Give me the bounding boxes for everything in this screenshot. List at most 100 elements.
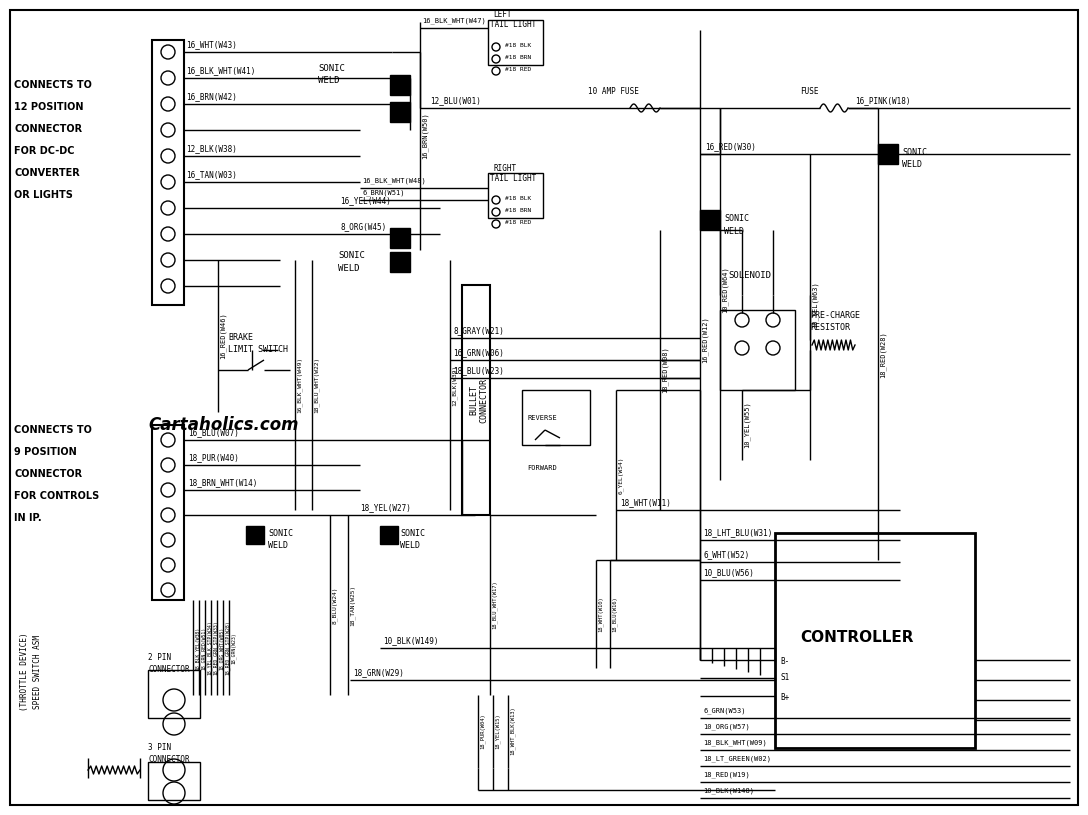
Text: 6_YEL(W54): 6_YEL(W54): [618, 456, 623, 494]
Text: WELD: WELD: [268, 541, 288, 550]
Bar: [720, 310, 795, 390]
Bar: [390, 228, 410, 248]
Text: #18 BLK: #18 BLK: [505, 196, 531, 200]
Text: 18_LHT_BLU(W31): 18_LHT_BLU(W31): [703, 528, 772, 538]
Text: 18_GRN_RED(W51): 18_GRN_RED(W51): [201, 627, 207, 670]
Text: SONIC: SONIC: [318, 64, 345, 73]
Text: 10 AMP FUSE: 10 AMP FUSE: [588, 86, 639, 95]
Text: 18_LT_GREEN(W02): 18_LT_GREEN(W02): [703, 756, 771, 762]
Bar: [462, 285, 490, 515]
Text: #18 BLK: #18 BLK: [505, 42, 531, 47]
Text: FUSE: FUSE: [800, 86, 818, 95]
Bar: [246, 526, 264, 544]
Text: TAIL LIGHT: TAIL LIGHT: [490, 174, 536, 183]
Text: 16_TAN(W03): 16_TAN(W03): [186, 170, 237, 179]
Text: 16_BRN(W42): 16_BRN(W42): [186, 92, 237, 102]
Text: 16_YEL(W44): 16_YEL(W44): [341, 196, 391, 205]
Text: 10_RED(W64): 10_RED(W64): [722, 267, 729, 314]
Text: 10_BLU(W56): 10_BLU(W56): [703, 569, 754, 578]
Text: 10_ORG(W57): 10_ORG(W57): [703, 724, 750, 730]
Text: 12_BLU(W01): 12_BLU(W01): [430, 96, 481, 105]
Text: 16_RED(W30): 16_RED(W30): [705, 143, 756, 152]
Text: 18_YEL(W15): 18_YEL(W15): [495, 713, 500, 749]
Text: 18_RED_GRN_STP(W33): 18_RED_GRN_STP(W33): [213, 621, 219, 676]
Text: 10_YEL(W55): 10_YEL(W55): [744, 402, 751, 448]
Text: 18_WHT(W10): 18_WHT(W10): [598, 596, 604, 632]
Bar: [390, 252, 410, 272]
Text: CONTROLLER: CONTROLLER: [800, 629, 914, 645]
Bar: [522, 390, 590, 445]
Text: 6_BRN(W51): 6_BRN(W51): [362, 190, 405, 196]
Text: 9 POSITION: 9 POSITION: [14, 447, 77, 457]
Text: 18_BLK_YEL(W38): 18_BLK_YEL(W38): [195, 627, 200, 670]
Text: SONIC: SONIC: [338, 250, 364, 259]
Text: SONIC: SONIC: [400, 528, 425, 538]
Text: SOLENOID: SOLENOID: [728, 271, 771, 280]
Text: 12 POSITION: 12 POSITION: [14, 102, 84, 112]
Text: 8_BLU(W24): 8_BLU(W24): [332, 586, 337, 623]
Text: 12_BLK(W38): 12_BLK(W38): [186, 144, 237, 153]
Bar: [700, 210, 720, 230]
Text: 18_BLU_WHT(W17): 18_BLU_WHT(W17): [492, 580, 497, 629]
Text: SONIC: SONIC: [268, 528, 293, 538]
Bar: [380, 526, 398, 544]
Text: 8_GRAY(W21): 8_GRAY(W21): [453, 327, 504, 336]
Text: OR LIGHTS: OR LIGHTS: [14, 190, 73, 200]
Text: 18_BLU(W16): 18_BLU(W16): [613, 596, 618, 632]
Text: CONNECTS TO: CONNECTS TO: [14, 425, 91, 435]
Text: #18 BRN: #18 BRN: [505, 208, 531, 213]
Text: 12_BLK(W39): 12_BLK(W39): [452, 364, 458, 406]
Text: 18_WHT_BLK(W13): 18_WHT_BLK(W13): [510, 707, 516, 756]
Text: CONNECTOR: CONNECTOR: [14, 469, 82, 479]
Text: CONNECTOR: CONNECTOR: [148, 756, 189, 764]
Text: WELD: WELD: [338, 263, 359, 272]
Text: 18_BLU_WHT(W22): 18_BLU_WHT(W22): [314, 357, 320, 413]
Text: 10_BLK(W148): 10_BLK(W148): [703, 787, 754, 795]
Text: 10_YEL(W63): 10_YEL(W63): [812, 282, 818, 328]
Bar: [148, 670, 200, 718]
Bar: [152, 40, 184, 305]
Bar: [148, 762, 200, 800]
Text: WELD: WELD: [318, 76, 339, 85]
Text: 16_GRN(W06): 16_GRN(W06): [453, 349, 504, 358]
Text: IN IP.: IN IP.: [14, 513, 41, 523]
Text: 18_YEL(W27): 18_YEL(W27): [360, 504, 411, 513]
Bar: [775, 533, 975, 748]
Text: 16_WHT(W43): 16_WHT(W43): [186, 41, 237, 50]
Text: CONVERTER: CONVERTER: [14, 168, 79, 178]
Text: B+: B+: [780, 694, 789, 703]
Text: 18_GRN(W29): 18_GRN(W29): [353, 668, 404, 677]
Text: TAIL LIGHT: TAIL LIGHT: [490, 20, 536, 29]
Text: FOR DC-DC: FOR DC-DC: [14, 146, 74, 156]
Text: WELD: WELD: [902, 160, 922, 169]
Text: 10_BLK(W149): 10_BLK(W149): [383, 637, 438, 645]
Text: LEFT: LEFT: [493, 10, 511, 19]
Text: BRAKE: BRAKE: [228, 333, 254, 341]
Text: 16_RED(W12): 16_RED(W12): [702, 316, 708, 363]
Text: 18_BRN_WHT(W14): 18_BRN_WHT(W14): [188, 478, 258, 487]
Text: PRE-CHARGE: PRE-CHARGE: [809, 311, 860, 319]
Text: 16_BRN(W50): 16_BRN(W50): [422, 112, 429, 160]
Text: SONIC: SONIC: [902, 148, 927, 156]
Text: 18_TAN(W25): 18_TAN(W25): [350, 584, 356, 626]
Text: LIMIT SWITCH: LIMIT SWITCH: [228, 345, 288, 354]
Text: FORWARD: FORWARD: [527, 465, 557, 471]
Text: FOR CONTROLS: FOR CONTROLS: [14, 491, 99, 501]
Text: 2 PIN: 2 PIN: [148, 654, 171, 663]
Text: 18_WHT(W11): 18_WHT(W11): [620, 499, 671, 508]
Text: 16_PINK(W18): 16_PINK(W18): [855, 96, 911, 105]
Text: (THROTTLE DEVICE): (THROTTLE DEVICE): [20, 632, 29, 711]
Text: 18_BLK_WHT(W09): 18_BLK_WHT(W09): [703, 740, 767, 747]
Text: 16_BLU(W07): 16_BLU(W07): [188, 429, 239, 438]
Text: 18_PUR(W04): 18_PUR(W04): [480, 713, 485, 749]
Text: WELD: WELD: [400, 541, 420, 550]
Text: 3 PIN: 3 PIN: [148, 743, 171, 752]
Text: Cartaholics.com: Cartaholics.com: [148, 416, 298, 434]
Text: WELD: WELD: [724, 227, 744, 236]
Text: 6_WHT(W52): 6_WHT(W52): [703, 550, 750, 560]
Bar: [390, 102, 410, 122]
Text: 18_RED(W28): 18_RED(W28): [880, 332, 887, 378]
Text: 16_RED(W46): 16_RED(W46): [220, 313, 226, 359]
Text: 18_BLU(W23): 18_BLU(W23): [453, 367, 504, 376]
Text: 18_RED_GRN_STP(W28): 18_RED_GRN_STP(W28): [225, 621, 231, 676]
